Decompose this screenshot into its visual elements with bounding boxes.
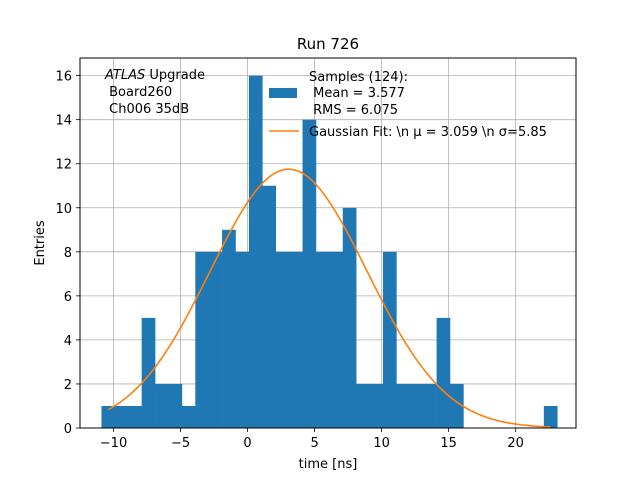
histogram-bar xyxy=(275,251,290,428)
y-tick-label: 2 xyxy=(64,378,72,393)
x-axis-label: time [ns] xyxy=(299,457,358,472)
histogram-bar xyxy=(262,185,277,428)
histogram-bar xyxy=(248,75,263,428)
x-tick-label: 20 xyxy=(507,436,524,451)
legend-histogram-line-3: RMS = 6.075 xyxy=(309,103,398,118)
histogram-bar xyxy=(423,383,437,428)
y-tick-label: 14 xyxy=(55,114,72,129)
x-tick-label: −5 xyxy=(171,436,190,451)
chart-title: Run 726 xyxy=(297,35,359,53)
y-tick-label: 16 xyxy=(55,70,72,85)
histogram-bar xyxy=(315,251,330,428)
y-tick-label: 6 xyxy=(64,290,72,305)
legend-histogram-line-2: Mean = 3.577 xyxy=(309,86,405,101)
histogram-bar xyxy=(302,119,317,429)
annotation-line-3: Ch006 35dB xyxy=(105,102,189,117)
histogram-bar xyxy=(396,383,411,428)
legend-histogram-swatch xyxy=(269,88,297,98)
x-tick-label: 15 xyxy=(440,436,457,451)
histogram-bar xyxy=(382,251,397,428)
histogram-bars xyxy=(101,75,558,429)
annotation-line-1: ATLAS Upgrade xyxy=(104,68,205,83)
x-tick-label: −10 xyxy=(100,436,127,451)
histogram-bar xyxy=(329,251,344,428)
x-tick-label: 5 xyxy=(310,436,318,451)
gaussian-fit-line xyxy=(107,168,551,428)
y-tick-label: 0 xyxy=(64,422,72,437)
legend-fit-label: Gaussian Fit: \n μ = 3.059 \n σ=5.85 xyxy=(309,125,547,140)
histogram-bar xyxy=(208,251,223,428)
legend: Samples (124): Mean = 3.577 RMS = 6.075 … xyxy=(269,70,547,140)
y-tick-label: 12 xyxy=(55,158,72,173)
y-tick-label: 4 xyxy=(64,334,72,349)
histogram-bar xyxy=(128,405,142,428)
legend-histogram-line-1: Samples (124): xyxy=(309,70,408,85)
histogram-bar xyxy=(356,383,370,428)
y-tick-label: 8 xyxy=(64,246,72,261)
x-axis-ticks: −10 −5 0 5 10 15 20 xyxy=(100,428,524,451)
plot-frame xyxy=(79,57,577,429)
histogram-bar xyxy=(155,383,169,428)
histogram-bar xyxy=(409,383,424,428)
histogram-bar xyxy=(101,405,116,428)
annotation-line-2: Board260 xyxy=(105,85,172,100)
y-axis-ticks: 0 2 4 6 8 10 12 14 16 xyxy=(55,70,80,437)
gaussian-fit-curve xyxy=(107,168,551,428)
histogram-bar xyxy=(195,251,209,428)
histogram-bar xyxy=(235,251,250,428)
histogram-bar xyxy=(449,383,464,428)
histogram-bar xyxy=(181,405,196,428)
histogram-bar xyxy=(114,405,129,428)
histogram-bar xyxy=(141,317,156,428)
histogram-bar xyxy=(168,383,183,428)
x-tick-label: 0 xyxy=(243,436,251,451)
y-tick-label: 10 xyxy=(55,202,72,217)
histogram-bar xyxy=(289,251,303,428)
histogram-bar xyxy=(436,317,451,428)
histogram-bar xyxy=(222,229,236,428)
y-axis-label: Entries xyxy=(33,220,48,266)
atlas-annotation: ATLAS Upgrade Board260 Ch006 35dB xyxy=(104,68,205,117)
histogram-bar xyxy=(369,383,384,428)
x-tick-label: 10 xyxy=(373,436,390,451)
histogram-bar xyxy=(543,405,558,428)
histogram-bar xyxy=(342,207,357,428)
